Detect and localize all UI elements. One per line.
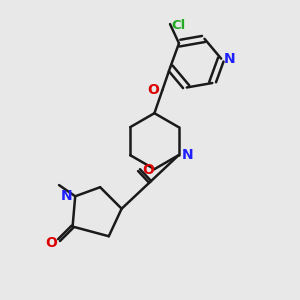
Text: N: N	[182, 148, 193, 162]
Text: N: N	[61, 189, 73, 203]
Text: Cl: Cl	[172, 19, 186, 32]
Text: O: O	[142, 163, 154, 177]
Text: O: O	[147, 83, 159, 98]
Text: N: N	[224, 52, 235, 66]
Text: O: O	[46, 236, 58, 250]
